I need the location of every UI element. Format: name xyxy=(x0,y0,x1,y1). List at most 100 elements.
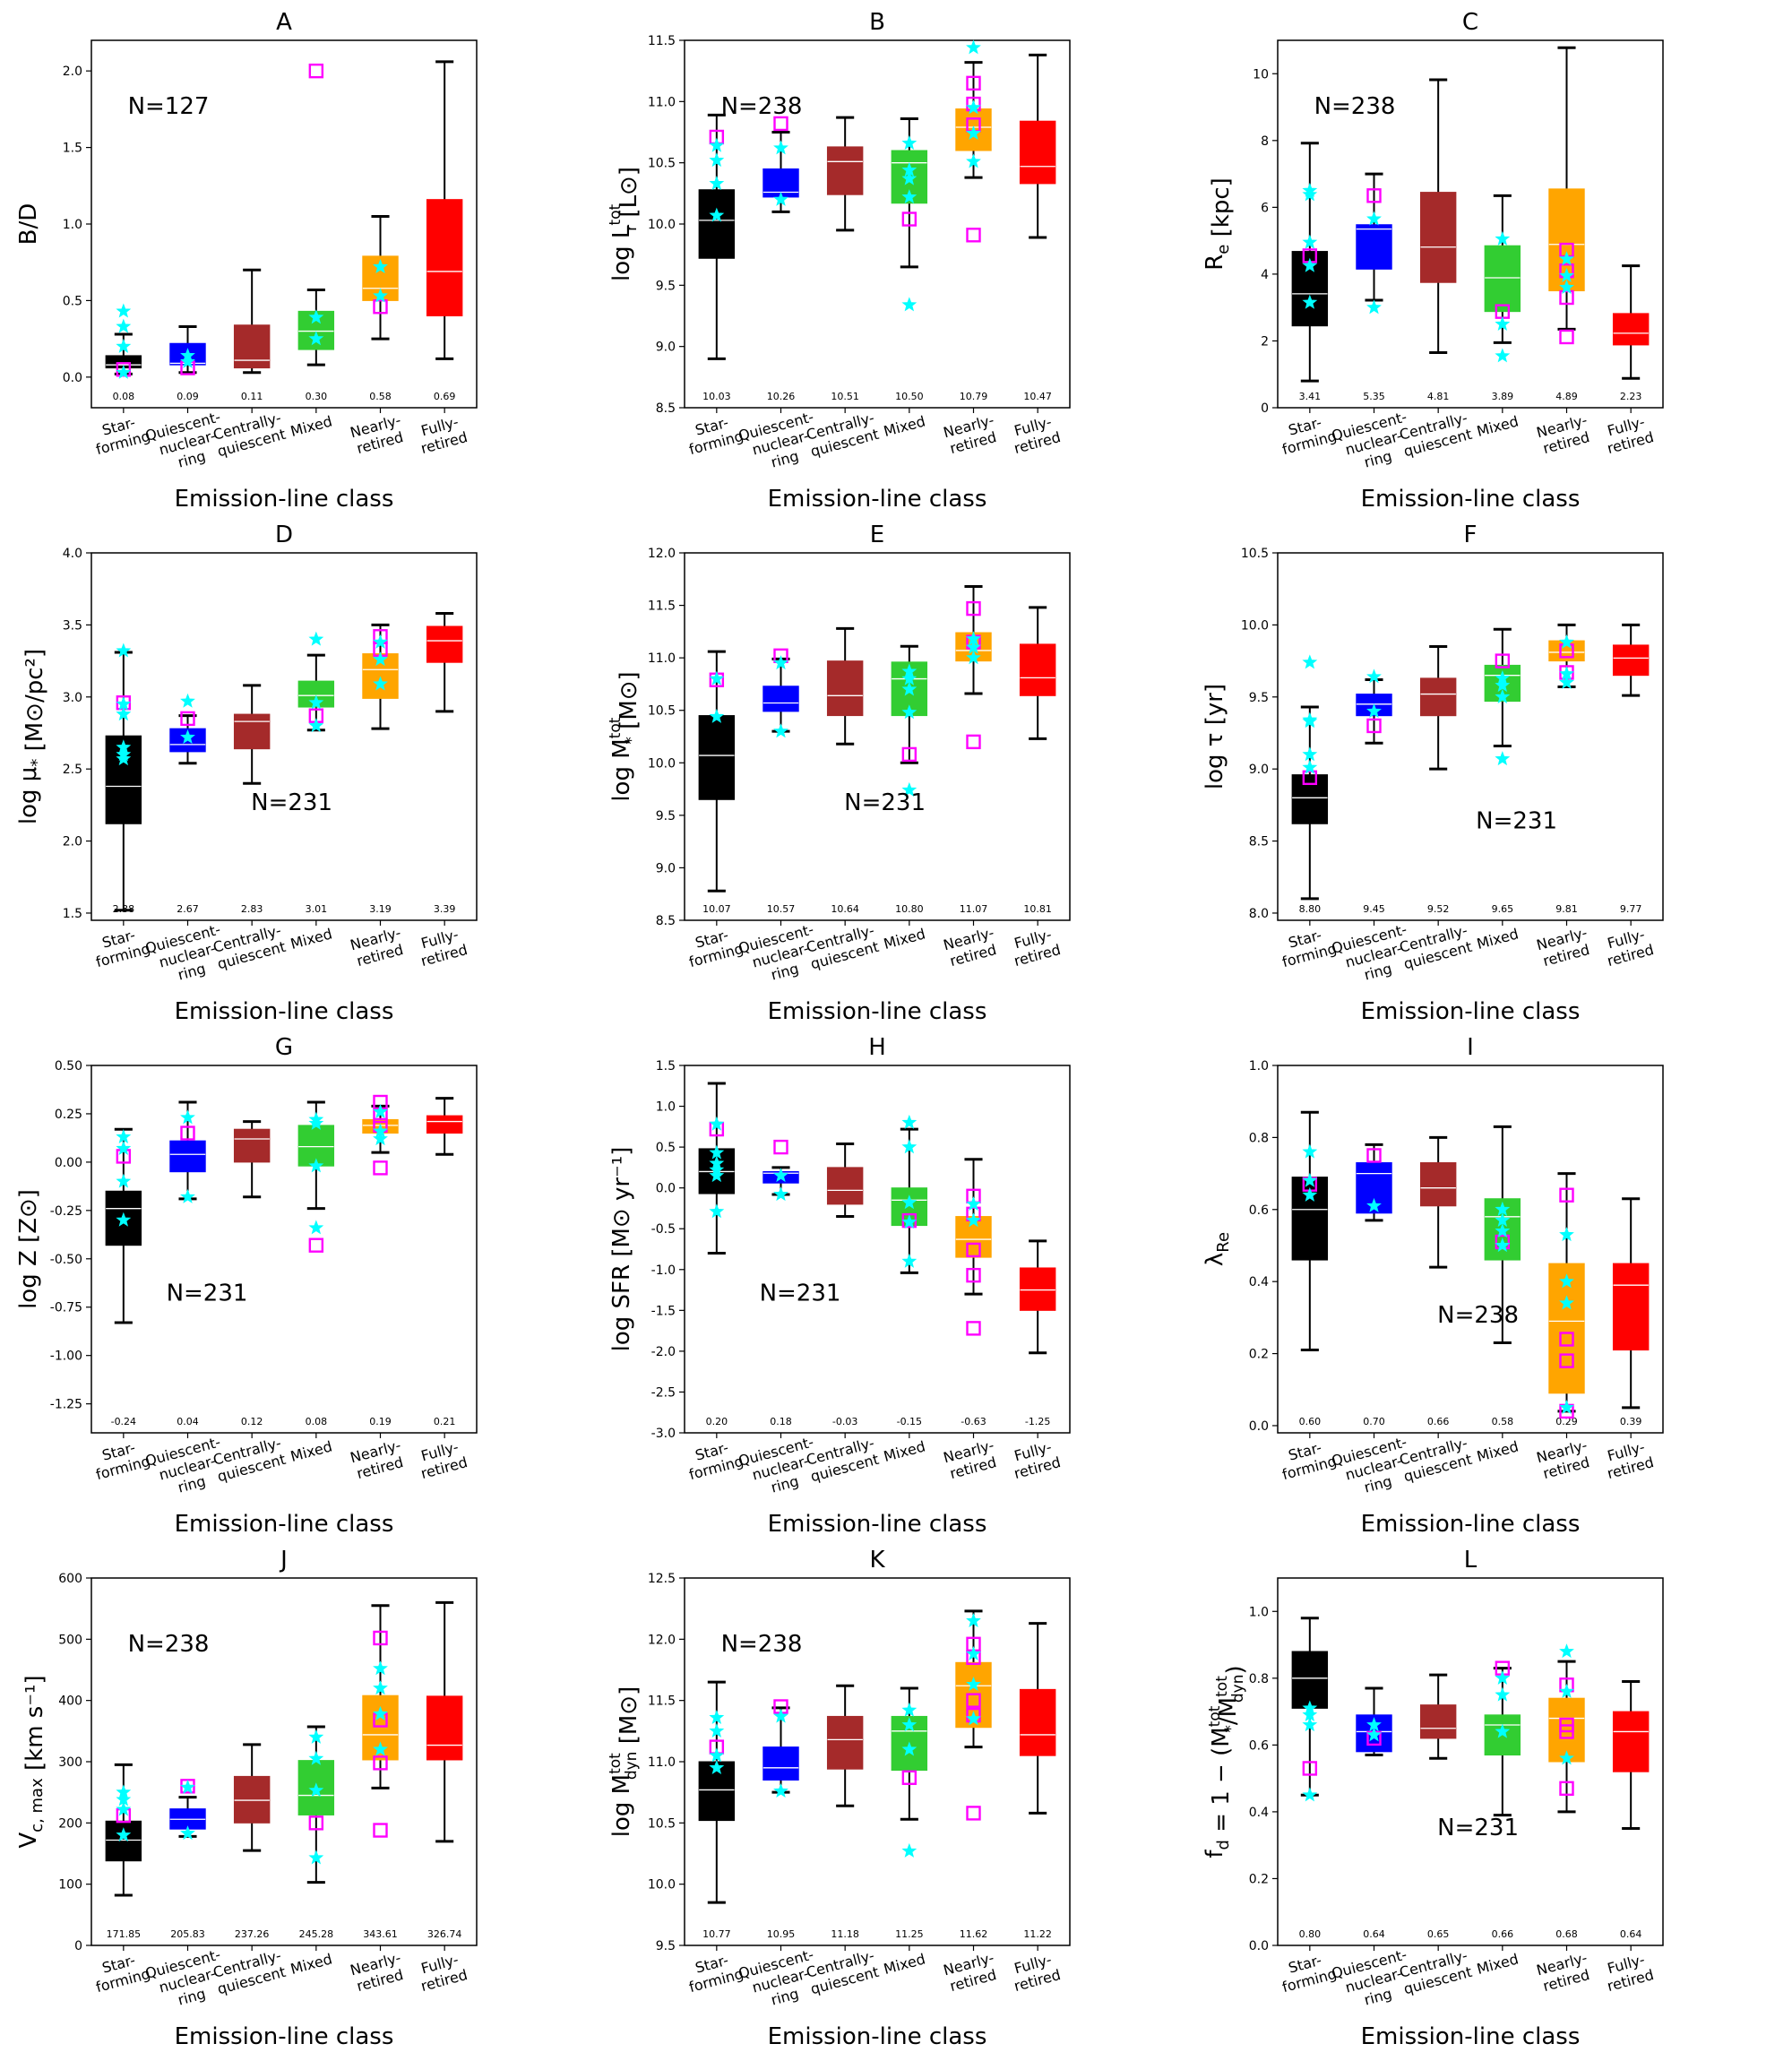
x-tick-label: Mixed xyxy=(882,1950,927,1978)
y-tick-label: 6 xyxy=(1261,201,1269,215)
square-marker xyxy=(1366,1148,1382,1163)
y-tick-label: 9.0 xyxy=(656,861,676,875)
chart-title: A xyxy=(276,9,292,36)
y-tick-label: 0.50 xyxy=(55,1059,82,1074)
y-axis-label: fd = 1 − (Mtot*/Mtotdyn) xyxy=(1202,1665,1249,1858)
x-tick-label: Fully-retired xyxy=(419,1438,470,1482)
star-marker xyxy=(1366,1197,1382,1212)
box-fully-retired xyxy=(426,1115,463,1134)
box-star-forming xyxy=(698,715,736,800)
star-marker xyxy=(773,655,788,670)
star-marker xyxy=(709,670,725,686)
median-label: 9.52 xyxy=(1427,903,1450,915)
median-label: 205.83 xyxy=(170,1928,205,1940)
chart-panel-B: B 8.5 9.0 9.5 10.0 10.5 11.0 11.5 10.03 10.26 10.5… xyxy=(607,9,1071,511)
star-marker xyxy=(308,1850,324,1865)
median-label: 343.61 xyxy=(363,1928,398,1940)
median-label: 237.26 xyxy=(235,1928,270,1940)
x-tick-label: Quiescent-nuclear-ring xyxy=(1330,920,1409,983)
y-tick-label: 0.5 xyxy=(656,1141,676,1155)
star-marker xyxy=(1559,1273,1574,1289)
x-tick-label: Star-forming xyxy=(1280,1952,1339,1996)
y-tick-label: 0.8 xyxy=(1249,1672,1269,1686)
star-marker xyxy=(966,39,981,55)
median-label: 0.18 xyxy=(770,1416,792,1427)
star-marker xyxy=(901,1253,918,1268)
y-tick-label: 11.5 xyxy=(648,1695,676,1709)
x-tick-label: Centrally-quiescent xyxy=(1398,1946,1474,1997)
star-marker xyxy=(373,1705,388,1720)
star-marker xyxy=(116,1140,132,1155)
y-tick-label: 1.0 xyxy=(656,1100,676,1115)
square-marker xyxy=(1559,1781,1574,1797)
star-marker xyxy=(709,1116,725,1131)
y-tick-label: 2.0 xyxy=(63,65,82,79)
chart-panel-K: K 9.5 10.0 10.5 11.0 11.5 12.0 12.5 10.77 10.95 11… xyxy=(607,1547,1071,2048)
box-centrally-quiescent xyxy=(1419,1704,1457,1739)
chart-title: E xyxy=(870,522,884,548)
box-fully-retired xyxy=(1612,1263,1650,1351)
box-centrally-quiescent xyxy=(1419,1162,1457,1207)
x-axis-label: Emission-line class xyxy=(175,1511,394,1536)
x-tick-label-line: Mixed xyxy=(289,1437,334,1465)
box-star-forming xyxy=(105,1820,142,1862)
x-tick-label-line: Mixed xyxy=(1475,412,1521,440)
y-tick-label: 9.5 xyxy=(656,1939,676,1953)
star-marker xyxy=(773,191,788,206)
x-tick-label: Fully-retired xyxy=(1606,926,1656,970)
axes-frame xyxy=(1277,39,1664,409)
star-marker xyxy=(373,258,388,273)
x-tick-label: Centrally-quiescent xyxy=(211,409,288,460)
chart-panel-L: L 0.0 0.2 0.4 0.6 0.8 1.0 0.80 0.64 0.65 0.66 0.68 0… xyxy=(1202,1547,1664,2048)
x-tick-label: Star-forming xyxy=(1280,414,1339,459)
x-tick-label-line: Mixed xyxy=(1475,925,1521,953)
x-tick-label: Nearly-retired xyxy=(1535,1949,1591,1995)
median-label: 10.26 xyxy=(767,391,796,402)
x-tick-label: Fully-retired xyxy=(1606,1951,1656,1995)
y-tick-label: -0.75 xyxy=(50,1301,82,1315)
star-marker xyxy=(773,140,788,155)
x-tick-label: Fully-retired xyxy=(1012,413,1063,457)
box-quiescent-nuclear-ring xyxy=(762,686,799,712)
y-tick-label: 1.0 xyxy=(63,218,82,232)
star-marker xyxy=(116,303,132,318)
box-centrally-quiescent xyxy=(233,1775,271,1824)
star-marker xyxy=(1495,1686,1511,1702)
chart-title: H xyxy=(868,1034,886,1061)
median-label: 0.20 xyxy=(706,1416,728,1427)
y-tick-label: 8.5 xyxy=(656,401,676,416)
y-tick-label: 0.0 xyxy=(63,371,82,385)
square-marker xyxy=(180,1125,195,1141)
median-label: 8.80 xyxy=(1299,903,1322,915)
y-axis-label: log SFR [M⊙ yr⁻¹] xyxy=(608,1147,635,1352)
star-marker xyxy=(966,1212,981,1228)
square-marker xyxy=(1559,1332,1574,1347)
star-marker xyxy=(966,1711,981,1726)
y-tick-label: 0.5 xyxy=(63,294,82,308)
x-tick-label: Nearly-retired xyxy=(349,411,405,457)
median-label: 0.39 xyxy=(1620,1416,1642,1427)
star-marker xyxy=(1495,1723,1511,1738)
chart-panel-D: D 1.5 2.0 2.5 3.0 3.5 4.0 2.38 2.67 2.83 3.01 3.19 3… xyxy=(15,522,478,1023)
star-marker xyxy=(373,676,388,691)
y-axis-label: log Mtotdyn [M⊙] xyxy=(607,1686,642,1838)
x-axis-label: Emission-line class xyxy=(768,486,987,511)
chart-title: L xyxy=(1464,1547,1478,1574)
axes-frame xyxy=(90,1065,478,1434)
y-tick-label: 4.0 xyxy=(63,547,82,561)
y-tick-label: 1.5 xyxy=(656,1059,676,1074)
y-tick-label: 0.6 xyxy=(1249,1203,1269,1218)
y-axis-label: log τ [yr] xyxy=(1202,684,1228,789)
y-tick-label: 2.0 xyxy=(63,835,82,849)
x-tick-label: Nearly-retired xyxy=(1535,924,1591,970)
star-marker xyxy=(966,125,981,141)
median-label: 10.95 xyxy=(767,1928,796,1940)
x-tick-label-line: Mixed xyxy=(1475,1950,1521,1978)
square-marker xyxy=(1366,188,1382,203)
star-marker xyxy=(1495,677,1511,693)
x-tick-label: Centrally-quiescent xyxy=(211,1946,288,1997)
star-marker xyxy=(901,704,918,720)
y-tick-label: 0.4 xyxy=(1249,1806,1269,1820)
n-count-label: N=231 xyxy=(844,789,926,816)
